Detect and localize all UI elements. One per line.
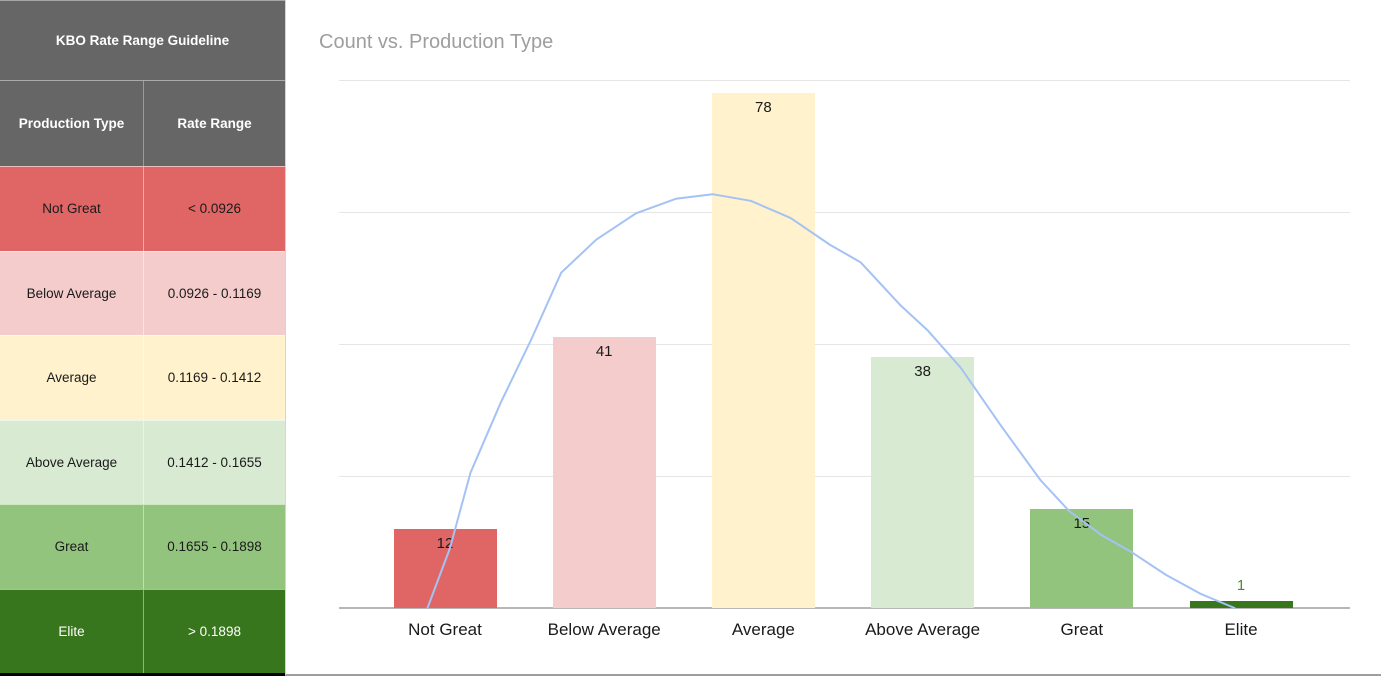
production-type-cell: Great — [54, 539, 89, 555]
production-type-cell: Elite — [58, 623, 85, 639]
x-axis-label-below-average: Below Average — [547, 620, 661, 639]
table-body: Not Great < 0.0926 Below Average 0.0926 - 0… — [0, 166, 285, 673]
gridline — [339, 344, 1350, 345]
bar-value-label-not-great: 12 — [436, 534, 454, 552]
table-row-great: Great 0.1655 - 0.1898 — [0, 504, 285, 589]
x-axis-label-above-average: Above Average — [865, 620, 981, 639]
table-header-row: Production Type Rate Range — [0, 80, 285, 166]
rate-range-guideline-table: KBO Rate Range Guideline Production Type… — [0, 0, 285, 676]
rate-range-cell: 0.1412 - 0.1655 — [143, 420, 285, 504]
table-row-not-great: Not Great < 0.0926 — [0, 166, 285, 251]
x-axis-label-great: Great — [1060, 620, 1104, 639]
gridline — [339, 476, 1350, 477]
x-axis-label-average: Average — [731, 620, 795, 639]
table-row-above-average: Above Average 0.1412 - 0.1655 — [0, 419, 285, 504]
table-title: KBO Rate Range Guideline — [0, 1, 285, 80]
rate-range-cell: 0.1655 - 0.1898 — [143, 505, 285, 589]
bar-value-label-above-average: 38 — [914, 363, 931, 381]
bar-value-label-average: 78 — [755, 99, 772, 117]
gridline — [339, 80, 1350, 81]
bar-value-label-elite: 1 — [1236, 577, 1246, 595]
bar-above-average[interactable] — [871, 357, 975, 608]
rate-range-cell: 0.0926 - 0.1169 — [143, 251, 285, 335]
column-header-rate-range: Rate Range — [143, 81, 285, 166]
rate-range-cell: 0.1169 - 0.1412 — [143, 336, 285, 420]
bar-elite[interactable] — [1189, 601, 1293, 608]
chart-title: Count vs. Production Type — [319, 31, 554, 53]
x-axis-label-elite: Elite — [1224, 620, 1258, 639]
table-row-elite: Elite > 0.1898 — [0, 588, 285, 673]
production-type-cell: Above Average — [25, 454, 118, 470]
production-type-cell: Average — [46, 370, 97, 386]
bar-below-average[interactable] — [552, 337, 656, 608]
column-header-production-type: Production Type — [18, 116, 125, 131]
rate-range-cell: < 0.0926 — [143, 167, 285, 251]
bar-value-label-below-average: 41 — [595, 343, 613, 361]
table-row-average: Average 0.1169 - 0.1412 — [0, 335, 285, 420]
bar-average[interactable] — [711, 93, 815, 608]
bar-value-label-great: 15 — [1073, 515, 1091, 532]
gridline — [339, 212, 1350, 213]
chart-card: Count vs. Production Type 12 Not Great 41 B… — [285, 0, 1381, 676]
production-type-cell: Below Average — [26, 285, 117, 301]
rate-range-cell: > 0.1898 — [143, 589, 285, 673]
production-type-cell: Not Great — [42, 201, 101, 217]
x-axis-label-not-great: Not Great — [408, 620, 482, 639]
table-row-below-average: Below Average 0.0926 - 0.1169 — [0, 250, 285, 335]
plot-area: 12 Not Great 41 Below Average 78 Average 38 Abo… — [339, 80, 1350, 639]
